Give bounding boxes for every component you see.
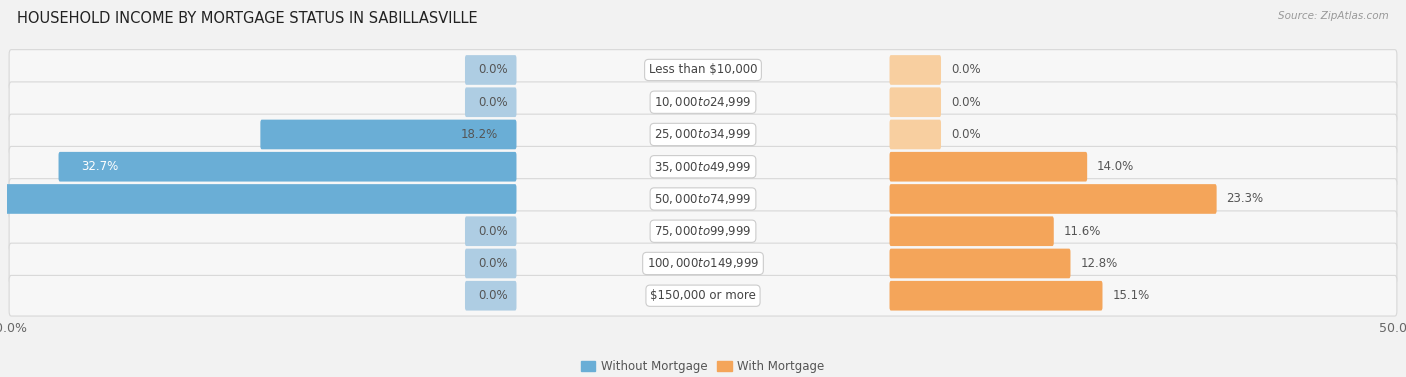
FancyBboxPatch shape [465, 87, 516, 117]
Legend: Without Mortgage, With Mortgage: Without Mortgage, With Mortgage [576, 355, 830, 377]
Text: $75,000 to $99,999: $75,000 to $99,999 [654, 224, 752, 238]
Text: 11.6%: 11.6% [1063, 225, 1101, 238]
FancyBboxPatch shape [8, 243, 1398, 284]
Text: 0.0%: 0.0% [478, 96, 508, 109]
FancyBboxPatch shape [0, 184, 516, 214]
FancyBboxPatch shape [59, 152, 516, 182]
FancyBboxPatch shape [465, 55, 516, 85]
Text: 0.0%: 0.0% [950, 128, 980, 141]
FancyBboxPatch shape [890, 281, 1102, 311]
FancyBboxPatch shape [465, 216, 516, 246]
FancyBboxPatch shape [890, 152, 1087, 182]
FancyBboxPatch shape [8, 179, 1398, 219]
FancyBboxPatch shape [890, 249, 1070, 278]
Text: $10,000 to $24,999: $10,000 to $24,999 [654, 95, 752, 109]
FancyBboxPatch shape [8, 211, 1398, 251]
FancyBboxPatch shape [890, 55, 941, 85]
Text: $150,000 or more: $150,000 or more [650, 289, 756, 302]
Text: HOUSEHOLD INCOME BY MORTGAGE STATUS IN SABILLASVILLE: HOUSEHOLD INCOME BY MORTGAGE STATUS IN S… [17, 11, 478, 26]
FancyBboxPatch shape [8, 276, 1398, 316]
Text: 12.8%: 12.8% [1080, 257, 1118, 270]
FancyBboxPatch shape [890, 216, 1053, 246]
Text: 18.2%: 18.2% [461, 128, 498, 141]
Text: 0.0%: 0.0% [478, 225, 508, 238]
Text: 0.0%: 0.0% [478, 289, 508, 302]
FancyBboxPatch shape [8, 82, 1398, 123]
FancyBboxPatch shape [260, 120, 516, 149]
Text: 23.3%: 23.3% [1226, 193, 1264, 205]
Text: Less than $10,000: Less than $10,000 [648, 63, 758, 77]
FancyBboxPatch shape [8, 50, 1398, 90]
Text: Source: ZipAtlas.com: Source: ZipAtlas.com [1278, 11, 1389, 21]
Text: $35,000 to $49,999: $35,000 to $49,999 [654, 160, 752, 174]
Text: 15.1%: 15.1% [1112, 289, 1150, 302]
Text: 14.0%: 14.0% [1097, 160, 1135, 173]
Text: 0.0%: 0.0% [478, 63, 508, 77]
FancyBboxPatch shape [465, 249, 516, 278]
FancyBboxPatch shape [465, 281, 516, 311]
FancyBboxPatch shape [890, 184, 1216, 214]
Text: 0.0%: 0.0% [950, 63, 980, 77]
Text: 0.0%: 0.0% [478, 257, 508, 270]
FancyBboxPatch shape [890, 120, 941, 149]
Text: $25,000 to $34,999: $25,000 to $34,999 [654, 127, 752, 141]
Text: $100,000 to $149,999: $100,000 to $149,999 [647, 256, 759, 270]
Text: 0.0%: 0.0% [950, 96, 980, 109]
Text: 32.7%: 32.7% [80, 160, 118, 173]
FancyBboxPatch shape [8, 114, 1398, 155]
Text: $50,000 to $74,999: $50,000 to $74,999 [654, 192, 752, 206]
FancyBboxPatch shape [890, 87, 941, 117]
FancyBboxPatch shape [8, 146, 1398, 187]
